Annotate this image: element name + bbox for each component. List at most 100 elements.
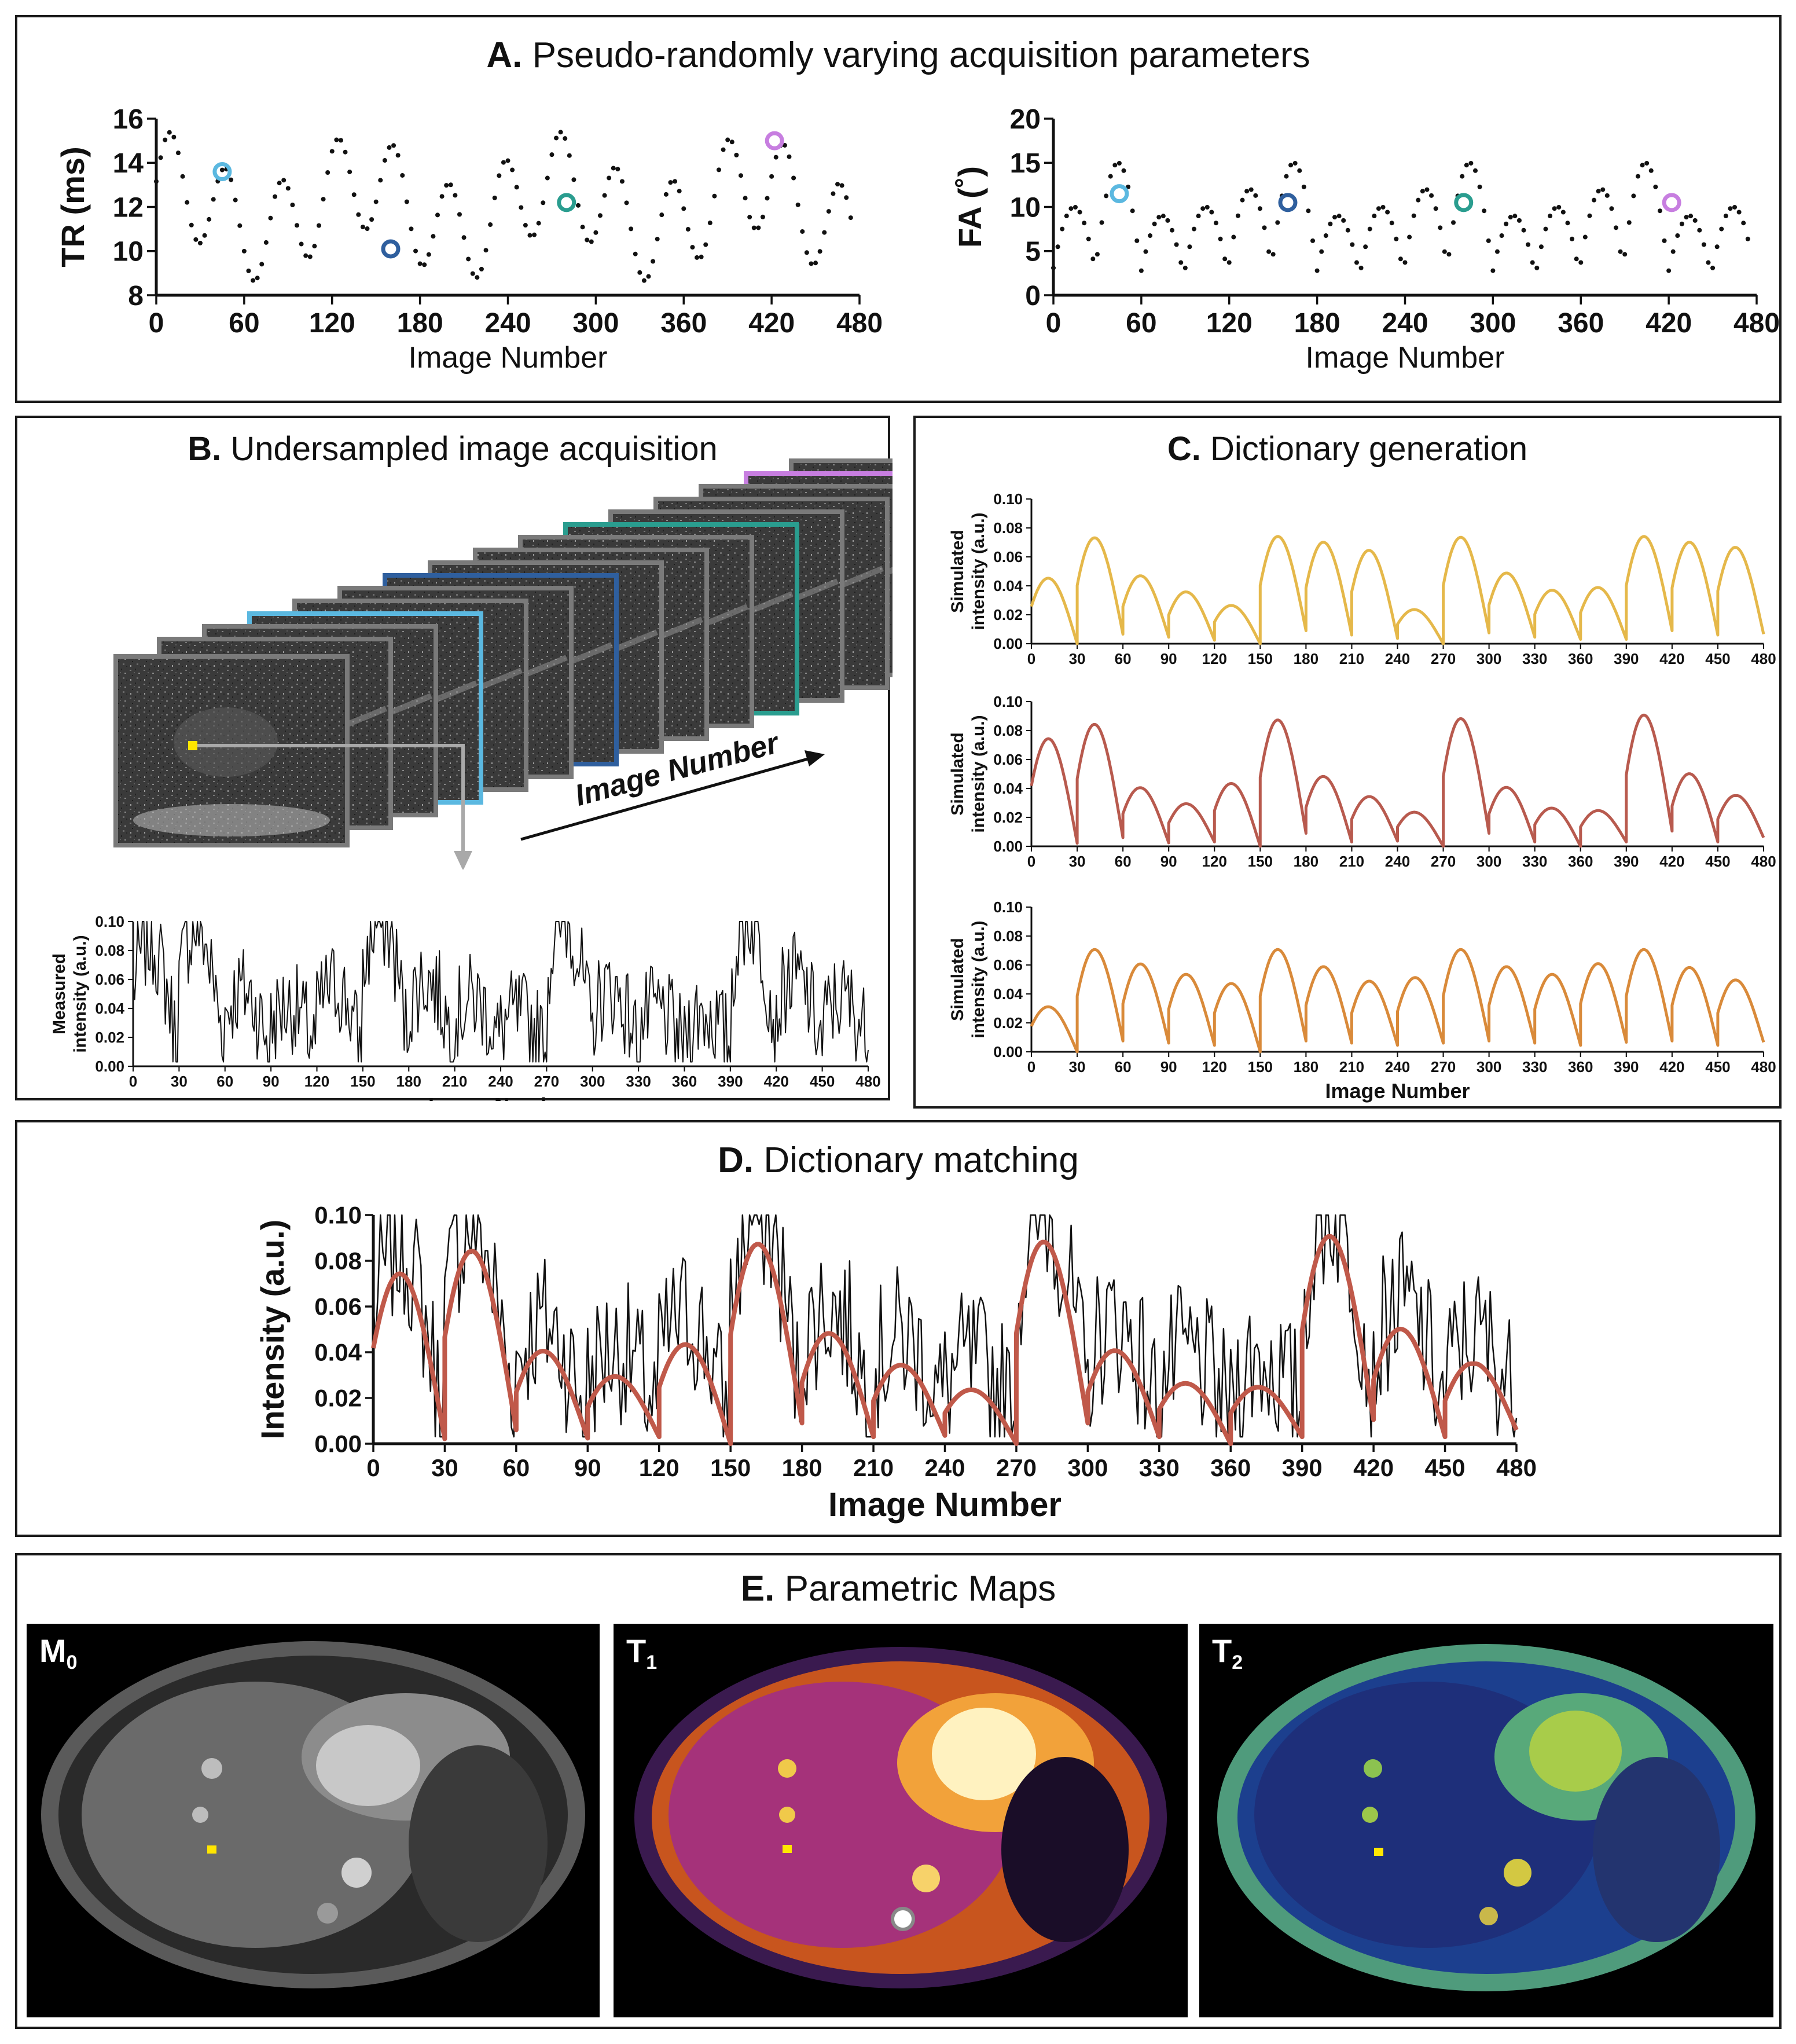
- tr-point: [435, 212, 440, 218]
- fa-point: [1319, 249, 1324, 254]
- fa-point: [1148, 233, 1153, 238]
- matching-x-tick-label: 330: [1139, 1454, 1180, 1481]
- tr-point: [237, 223, 243, 228]
- fa-point: [1204, 204, 1210, 210]
- fa-point: [1631, 193, 1636, 199]
- fa-point: [1064, 214, 1069, 219]
- tr-point: [659, 212, 664, 218]
- dict3-x-tick-label: 360: [1568, 1058, 1593, 1076]
- tr-point: [444, 183, 449, 188]
- tr-point: [523, 223, 528, 228]
- fa-point: [1156, 215, 1162, 220]
- dict3-x-tick-label: 270: [1431, 1058, 1456, 1076]
- dict3-x-tick-label: 450: [1705, 1058, 1730, 1076]
- measured-x-tick-label: 240: [488, 1073, 513, 1090]
- tr-point: [163, 137, 168, 142]
- dict2-x-tick-label: 360: [1568, 853, 1593, 870]
- fa-point: [1350, 242, 1355, 247]
- tr-point: [251, 278, 256, 283]
- fa-point: [1257, 206, 1262, 211]
- dict1-x-tick-label: 390: [1614, 650, 1639, 667]
- tr-point: [585, 237, 590, 243]
- tr-highlight-dark_blue: [381, 239, 401, 259]
- fa-point: [1626, 220, 1632, 225]
- dict3-x-tick-label: 240: [1385, 1058, 1410, 1076]
- tr-point: [787, 154, 792, 159]
- matching-x-tick-label: 480: [1496, 1454, 1537, 1481]
- tr-point: [580, 225, 585, 230]
- fa-point: [1512, 214, 1518, 219]
- fa-x-tick-label: 300: [1470, 308, 1516, 339]
- tr-x-tick-label: 120: [309, 308, 355, 339]
- measured-x-tick-label: 330: [626, 1073, 651, 1090]
- fa-point: [1662, 238, 1667, 243]
- panel-d-title: D. Dictionary matching: [17, 1140, 1779, 1181]
- panel-e-title-text: Parametric Maps: [784, 1569, 1056, 1609]
- panel-d-title-text: Dictionary matching: [763, 1140, 1079, 1180]
- fa-point: [1306, 208, 1311, 214]
- fa-point: [1526, 242, 1531, 247]
- tr-point: [831, 191, 836, 196]
- fa-point: [1104, 193, 1109, 199]
- panel-c: C. Dictionary generation 0 30 60 90 120 150 18…: [913, 416, 1782, 1109]
- fa-point: [1218, 236, 1223, 241]
- dict3-x-tick-label: 480: [1751, 1058, 1776, 1076]
- matching-measured-curve: [372, 1214, 1518, 1438]
- fa-x-tick-label: 60: [1126, 308, 1156, 339]
- dict2-x-tick-label: 240: [1385, 853, 1410, 870]
- tr-point: [804, 250, 809, 255]
- tr-point: [312, 244, 317, 249]
- panel-b-title-text: Undersampled image acquisition: [230, 430, 718, 468]
- fa-point: [1209, 210, 1214, 215]
- panel-c-title: C. Dictionary generation: [916, 430, 1779, 468]
- matching-x-tick-label: 270: [996, 1454, 1037, 1481]
- tr-point: [431, 234, 436, 239]
- fa-point: [1354, 260, 1359, 265]
- dict3-chart: 0 30 60 90 120 150 180 210 240 270 300 330 360 390 420…: [948, 898, 1776, 1103]
- fa-point: [1372, 214, 1377, 219]
- m0-label: M0: [39, 1632, 78, 1674]
- fa-point: [1095, 252, 1100, 257]
- tr-x-tick-label: 480: [836, 308, 883, 339]
- tr-x-label: Image Number: [409, 341, 608, 375]
- fa-point: [1182, 265, 1188, 270]
- panel-b-title: B. Undersampled image acquisition: [17, 430, 888, 468]
- matching-y-tick-label: 0.04: [314, 1339, 362, 1366]
- t1-map: T1: [614, 1624, 1188, 2017]
- fa-point: [1600, 187, 1606, 192]
- tr-point: [751, 225, 756, 230]
- fa-point: [1134, 238, 1140, 243]
- tr-point: [611, 166, 616, 171]
- tr-point: [413, 248, 418, 254]
- fa-x-tick-label: 420: [1646, 308, 1692, 339]
- fa-chart: 0 60 120 180 240 300 360 420 480 0 5 10 15 20 Image Nu…: [952, 104, 1780, 375]
- tr-point: [615, 167, 620, 172]
- measured-x-label: Image Number: [428, 1093, 573, 1101]
- fa-point: [1187, 244, 1192, 249]
- fa-point: [1460, 174, 1465, 179]
- dict1-x-tick-label: 240: [1385, 650, 1410, 667]
- fa-point: [1609, 206, 1614, 211]
- tr-point: [655, 236, 660, 241]
- tr-point: [685, 227, 691, 232]
- fa-x-label: Image Number: [1306, 341, 1505, 375]
- fa-point: [1082, 221, 1087, 226]
- tr-point: [743, 196, 748, 201]
- tr-point: [373, 199, 379, 204]
- tr-point: [532, 232, 537, 237]
- fa-point: [1684, 215, 1689, 220]
- tr-point: [514, 185, 519, 190]
- dict2-y-tick-label: 0.04: [993, 780, 1023, 797]
- fa-point: [1121, 168, 1126, 173]
- tr-point: [536, 221, 541, 226]
- matching-x-tick-label: 150: [710, 1454, 751, 1481]
- tr-x-tick-label: 420: [748, 308, 795, 339]
- fa-point: [1060, 226, 1065, 232]
- tr-point: [668, 180, 673, 185]
- dict1-y-tick-label: 0.00: [993, 635, 1023, 652]
- matching-x-tick-label: 60: [503, 1454, 530, 1481]
- selected-pixel: [188, 741, 197, 750]
- dict2-x-tick-label: 120: [1202, 853, 1227, 870]
- tr-point: [466, 256, 471, 262]
- fa-point: [1732, 204, 1738, 210]
